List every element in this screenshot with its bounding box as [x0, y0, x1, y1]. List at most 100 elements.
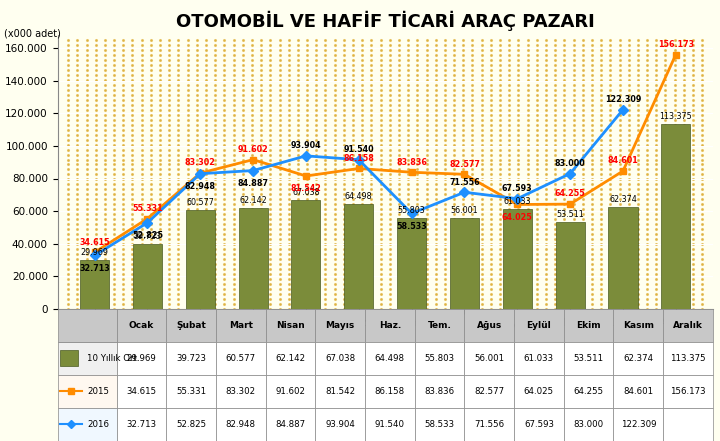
Point — [246, 96, 258, 103]
Point — [71, 131, 83, 138]
Point — [71, 300, 83, 307]
Point — [283, 216, 294, 223]
Point — [246, 67, 258, 74]
Point — [127, 67, 138, 74]
Point — [338, 280, 350, 288]
Point — [568, 151, 580, 158]
Point — [274, 136, 285, 143]
Point — [669, 231, 680, 238]
Point — [577, 166, 588, 173]
Point — [568, 166, 580, 173]
Point — [577, 176, 588, 183]
Point — [154, 91, 166, 98]
Point — [540, 146, 552, 153]
Point — [540, 255, 552, 262]
Point — [503, 300, 515, 307]
Point — [559, 191, 570, 198]
Point — [127, 255, 138, 262]
Point — [283, 82, 294, 89]
Point — [302, 82, 313, 89]
Point — [503, 101, 515, 108]
Point — [476, 196, 487, 203]
Point — [384, 280, 395, 288]
Point — [540, 106, 552, 113]
Point — [63, 116, 74, 123]
Point — [669, 196, 680, 203]
Point — [540, 131, 552, 138]
Text: (x000 adet): (x000 adet) — [4, 29, 60, 39]
Point — [623, 226, 634, 233]
Point — [549, 86, 561, 93]
Point — [256, 56, 267, 64]
Point — [457, 41, 469, 49]
Point — [117, 101, 129, 108]
Point — [457, 61, 469, 68]
Point — [384, 161, 395, 168]
Point — [449, 116, 460, 123]
Point — [292, 86, 304, 93]
Point — [412, 226, 423, 233]
Point — [63, 246, 74, 253]
Point — [347, 56, 359, 64]
Point — [393, 226, 405, 233]
Point — [678, 106, 690, 113]
Point — [366, 240, 377, 247]
Point — [237, 56, 248, 64]
Point — [71, 121, 83, 128]
Point — [439, 176, 451, 183]
Point — [264, 86, 276, 93]
Point — [182, 240, 194, 247]
Point — [522, 226, 534, 233]
Point — [200, 161, 212, 168]
Point — [540, 181, 552, 188]
Point — [495, 146, 506, 153]
Point — [503, 166, 515, 173]
Point — [274, 176, 285, 183]
Point — [264, 275, 276, 282]
Point — [81, 82, 92, 89]
Point — [613, 121, 625, 128]
Point — [559, 201, 570, 208]
Point — [228, 47, 239, 54]
Point — [375, 280, 387, 288]
Point — [81, 136, 92, 143]
Point — [559, 161, 570, 168]
Point — [420, 285, 432, 292]
Point — [228, 156, 239, 163]
Point — [329, 151, 341, 158]
Point — [173, 131, 184, 138]
Point — [219, 131, 230, 138]
Point — [182, 131, 194, 138]
Point — [660, 41, 671, 49]
Text: 62.374: 62.374 — [609, 195, 637, 204]
Point — [256, 290, 267, 297]
Point — [145, 171, 157, 178]
Point — [559, 136, 570, 143]
Point — [540, 47, 552, 54]
Point — [678, 285, 690, 292]
Point — [476, 280, 487, 288]
Point — [264, 250, 276, 258]
Point — [283, 41, 294, 49]
Point — [210, 216, 221, 223]
Point — [439, 96, 451, 103]
Point — [660, 67, 671, 74]
Point — [200, 171, 212, 178]
Point — [531, 176, 543, 183]
Point — [191, 126, 202, 133]
FancyBboxPatch shape — [58, 309, 117, 342]
Point — [256, 261, 267, 268]
Point — [145, 37, 157, 44]
Point — [613, 156, 625, 163]
Point — [540, 41, 552, 49]
Point — [154, 275, 166, 282]
Point — [191, 101, 202, 108]
Point — [292, 156, 304, 163]
Point — [375, 141, 387, 148]
Point — [595, 86, 607, 93]
Point — [136, 171, 148, 178]
Point — [476, 226, 487, 233]
Point — [623, 106, 634, 113]
Point — [586, 91, 598, 98]
Point — [108, 240, 120, 247]
